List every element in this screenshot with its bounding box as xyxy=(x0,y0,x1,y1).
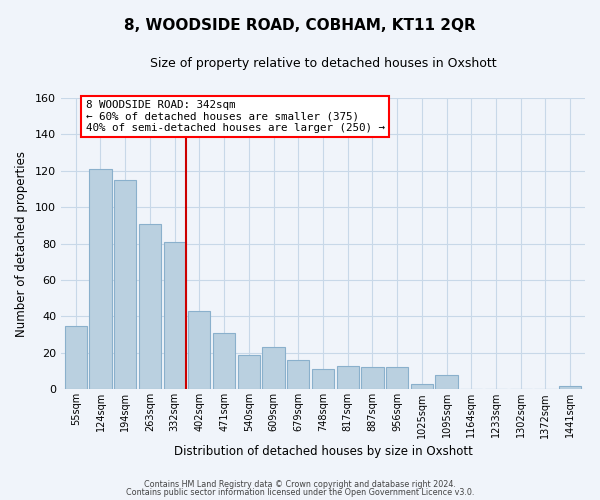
Bar xyxy=(65,326,87,390)
Bar xyxy=(411,384,433,390)
Title: Size of property relative to detached houses in Oxshott: Size of property relative to detached ho… xyxy=(149,58,496,70)
Bar xyxy=(164,242,186,390)
Bar xyxy=(213,333,235,390)
Text: Contains public sector information licensed under the Open Government Licence v3: Contains public sector information licen… xyxy=(126,488,474,497)
Y-axis label: Number of detached properties: Number of detached properties xyxy=(15,150,28,336)
Bar xyxy=(386,368,408,390)
Bar xyxy=(139,224,161,390)
Bar xyxy=(312,370,334,390)
Bar xyxy=(559,386,581,390)
X-axis label: Distribution of detached houses by size in Oxshott: Distribution of detached houses by size … xyxy=(173,444,472,458)
Bar xyxy=(287,360,310,390)
Bar xyxy=(188,311,211,390)
Text: 8, WOODSIDE ROAD, COBHAM, KT11 2QR: 8, WOODSIDE ROAD, COBHAM, KT11 2QR xyxy=(124,18,476,32)
Bar xyxy=(238,354,260,390)
Bar xyxy=(262,348,284,390)
Bar xyxy=(114,180,136,390)
Bar xyxy=(89,169,112,390)
Bar xyxy=(361,368,383,390)
Bar xyxy=(337,366,359,390)
Text: Contains HM Land Registry data © Crown copyright and database right 2024.: Contains HM Land Registry data © Crown c… xyxy=(144,480,456,489)
Text: 8 WOODSIDE ROAD: 342sqm
← 60% of detached houses are smaller (375)
40% of semi-d: 8 WOODSIDE ROAD: 342sqm ← 60% of detache… xyxy=(86,100,385,133)
Bar xyxy=(436,374,458,390)
